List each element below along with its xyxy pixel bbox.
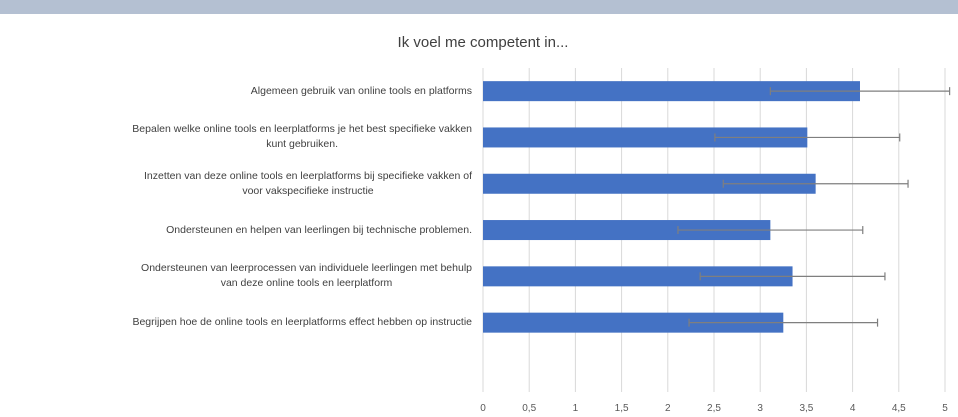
bar [483,266,793,287]
x-tick-label: 0 [480,403,486,414]
error-bar [722,179,909,188]
x-tick-label: 1 [573,403,579,414]
bar [483,127,808,148]
bar [483,220,771,241]
error-bar [699,272,886,281]
error-bar [769,87,951,96]
x-tick-label: 0,5 [522,403,536,414]
category-label-box: Bepalen welke online tools en leerplatfo… [0,114,472,160]
category-label-box: Inzetten van deze online tools en leerpl… [0,161,472,207]
x-tick-label: 4,5 [892,403,906,414]
y-tick-label: Ondersteunen en helpen van leerlingen bi… [166,223,472,236]
x-tick-label: 2 [665,403,671,414]
category-label-box: Algemeen gebruik van online tools en pla… [0,68,472,114]
category-label-box: Begrijpen hoe de online tools en leerpla… [0,300,472,346]
bar [483,312,784,333]
x-tick-label: 5 [942,403,948,414]
y-tick-label: Begrijpen hoe de online tools en leerpla… [132,316,472,329]
bar [483,173,816,194]
y-tick-label: Algemeen gebruik van online tools en pla… [250,84,472,97]
chart-title: Ik voel me competent in... [398,34,569,51]
bar [483,81,860,102]
x-tick-label: 1,5 [615,403,629,414]
error-bar [688,318,879,327]
error-bar [677,226,864,235]
x-tick-label: 3,5 [799,403,813,414]
category-label-box: Ondersteunen en helpen van leerlingen bi… [0,207,472,253]
x-tick-label: 4 [850,403,856,414]
y-tick-label: Bepalen welke online tools en leerplatfo… [132,123,472,151]
x-tick-label: 2,5 [707,403,721,414]
y-tick-label: Ondersteunen van leerprocessen van indiv… [141,262,472,290]
category-label-box: Ondersteunen van leerprocessen van indiv… [0,253,472,299]
y-tick-label: Inzetten van deze online tools en leerpl… [143,169,472,197]
error-bar [714,133,901,142]
top-strip [0,0,958,14]
x-tick-label: 3 [757,403,763,414]
